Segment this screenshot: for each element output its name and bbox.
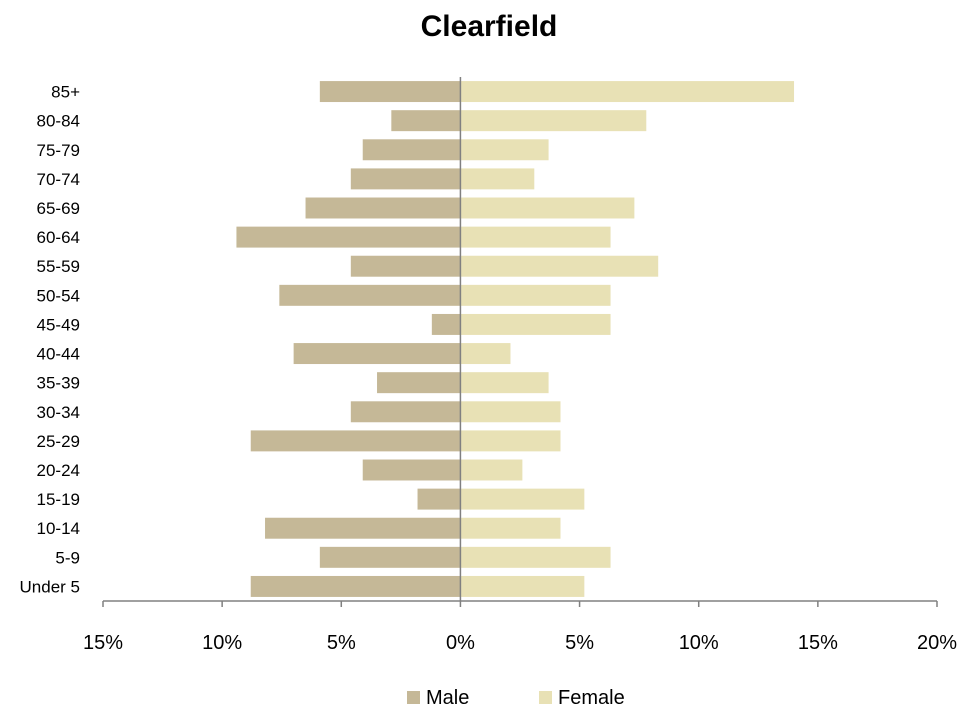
y-tick-label: Under 5 (20, 577, 80, 596)
bar-female-70-74 (460, 168, 535, 190)
y-tick-label: 75-79 (37, 141, 80, 160)
bar-female-85plus (460, 81, 795, 103)
legend-label-female: Female (558, 687, 625, 709)
y-tick-label: 15-19 (37, 490, 80, 509)
bar-male-75-79 (362, 139, 461, 161)
bars-layer (236, 81, 795, 597)
bar-male-30-34 (350, 401, 461, 423)
bar-male-35-39 (377, 372, 461, 394)
bar-female-30-34 (460, 401, 561, 423)
bar-female-5-9 (460, 546, 611, 568)
y-tick-label: 85+ (51, 83, 80, 102)
y-tick-label: 35-39 (37, 374, 80, 393)
legend-label-male: Male (426, 687, 469, 709)
y-tick-label: 45-49 (37, 315, 80, 334)
bar-male-45-49 (431, 313, 461, 335)
bar-female-60-64 (460, 226, 611, 248)
y-tick-label: 60-64 (37, 228, 80, 247)
y-tick-label: 50-54 (37, 286, 80, 305)
bar-male-15-19 (417, 488, 461, 510)
bar-male-40-44 (293, 343, 461, 365)
bar-female-25-29 (460, 430, 561, 452)
bar-male-25-29 (250, 430, 461, 452)
y-tick-label: 40-44 (37, 345, 80, 364)
y-tick-label: 80-84 (37, 112, 80, 131)
x-tick-label: 0% (446, 632, 475, 654)
bar-male-20-24 (362, 459, 461, 481)
y-tick-label: 10-14 (37, 519, 80, 538)
bar-male-65-69 (305, 197, 461, 219)
bar-female-15-19 (460, 488, 585, 510)
legend-swatch-female (539, 691, 552, 704)
bar-female-80-84 (460, 110, 647, 132)
bar-female-55-59 (460, 255, 659, 277)
y-tick-label: 5-9 (55, 548, 80, 567)
bar-male-70-74 (350, 168, 461, 190)
bar-female-20-24 (460, 459, 523, 481)
legend-swatch-male (407, 691, 420, 704)
bar-male-85plus (319, 81, 461, 103)
bar-male-10-14 (265, 517, 461, 539)
y-tick-label: 65-69 (37, 199, 80, 218)
x-tick-label: 15% (83, 632, 123, 654)
x-tick-label: 5% (327, 632, 356, 654)
bar-female-40-44 (460, 343, 511, 365)
bar-female-45-49 (460, 313, 611, 335)
legend: Male Female (407, 687, 625, 709)
bar-female-35-39 (460, 372, 549, 394)
x-tick-label: 20% (917, 632, 957, 654)
bar-male-55-59 (350, 255, 461, 277)
bar-female-10-14 (460, 517, 561, 539)
chart-title: Clearfield (421, 10, 558, 43)
bar-female-65-69 (460, 197, 635, 219)
bar-female-75-79 (460, 139, 549, 161)
x-tick-label: 5% (565, 632, 594, 654)
bar-male-Under-5 (250, 575, 461, 597)
bar-male-50-54 (279, 284, 461, 306)
x-axis: 15% 10% 5% 0% 5% 10% 15% 20% (83, 600, 957, 654)
bar-male-60-64 (236, 226, 461, 248)
x-tick-label: 10% (202, 632, 242, 654)
x-tick-label: 15% (798, 632, 838, 654)
bar-female-Under-5 (460, 575, 585, 597)
y-tick-label: 20-24 (37, 461, 80, 480)
y-tick-label: 25-29 (37, 432, 80, 451)
y-axis-labels: 85+ 80-84 75-79 70-74 65-69 60-64 55-59 50-54 45… (20, 83, 81, 597)
x-tick-label: 10% (679, 632, 719, 654)
bar-male-80-84 (391, 110, 461, 132)
y-tick-label: 70-74 (37, 170, 80, 189)
y-tick-label: 55-59 (37, 257, 80, 276)
y-tick-label: 30-34 (37, 403, 80, 422)
bar-male-5-9 (319, 546, 461, 568)
bar-female-50-54 (460, 284, 611, 306)
